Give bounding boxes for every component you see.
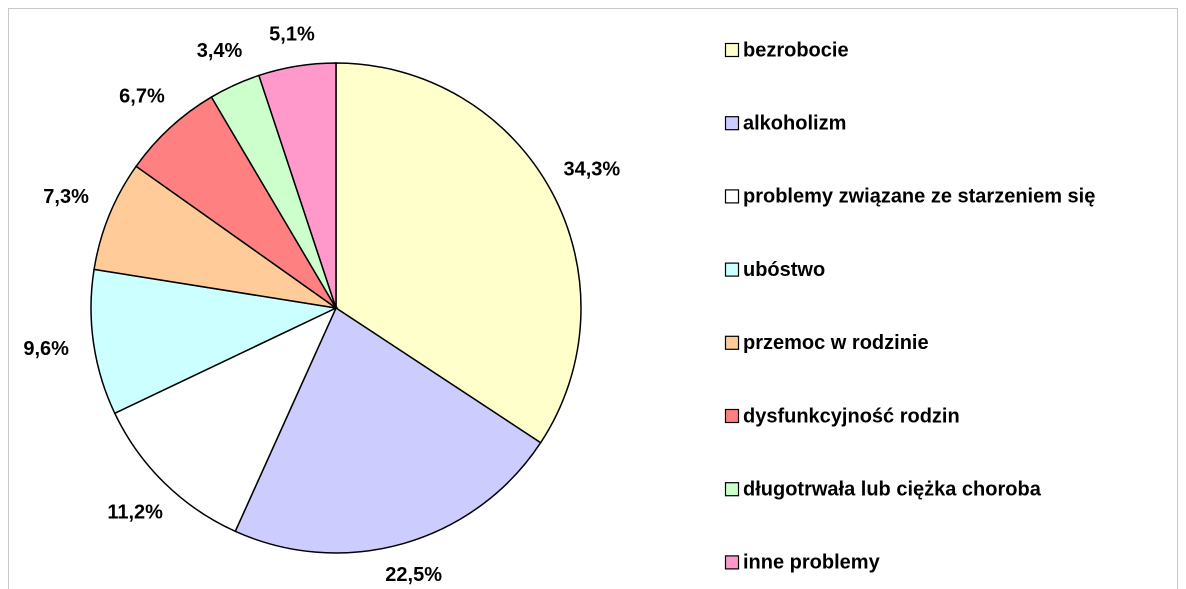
legend-label: inne problemy (743, 552, 881, 574)
data-label: 6,7% (119, 85, 165, 107)
pie-slice (113, 306, 338, 533)
pie-slice (234, 306, 542, 554)
data-label: 7,3% (43, 186, 89, 208)
legend-label: długotrwała lub ciężka choroba (743, 478, 1042, 500)
legend-swatch (724, 42, 740, 58)
legend-swatch (724, 262, 740, 277)
legend-swatch (724, 482, 740, 497)
data-label: 9,6% (23, 338, 69, 360)
data-label: 11,2% (107, 501, 163, 523)
data-label: 5,1% (269, 24, 315, 46)
data-label: 3,4% (197, 40, 243, 62)
legend-swatch (724, 335, 740, 350)
pie-slice (90, 268, 339, 415)
legend-label: przemoc w rodzinie (743, 332, 929, 354)
legend-label: ubóstwo (743, 259, 825, 281)
legend-swatch (724, 555, 740, 570)
legend-swatch (724, 408, 740, 424)
legend-label: bezrobocie (743, 39, 849, 61)
legend-label: dysfunkcyjność rodzin (743, 405, 960, 427)
pie-slice (257, 62, 337, 309)
legend-label: alkoholizm (743, 112, 846, 134)
legend-swatch (724, 189, 740, 204)
data-label: 34,3% (563, 158, 620, 180)
legend-label: problemy związane ze starzeniem się (743, 186, 1095, 208)
legend-swatch (724, 116, 740, 131)
data-label: 22,5% (385, 564, 442, 586)
pie-slice (93, 165, 337, 309)
